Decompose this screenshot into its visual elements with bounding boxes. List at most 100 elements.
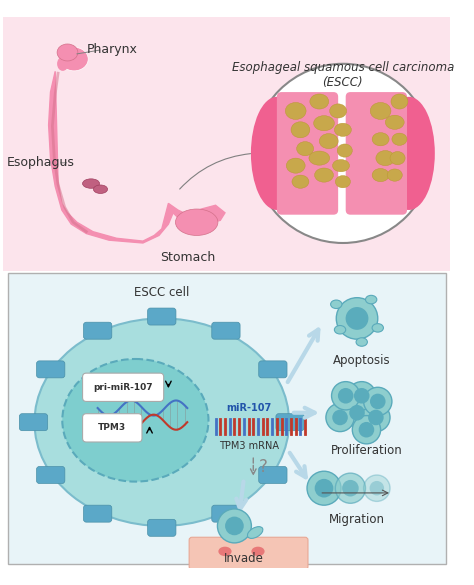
Circle shape — [218, 509, 251, 543]
FancyBboxPatch shape — [346, 92, 407, 215]
Text: Esophageal squamous cell carcinoma
(ESCC): Esophageal squamous cell carcinoma (ESCC… — [232, 61, 454, 89]
Circle shape — [354, 388, 370, 404]
Circle shape — [352, 415, 381, 444]
Circle shape — [315, 479, 333, 497]
Circle shape — [326, 403, 354, 432]
Ellipse shape — [387, 169, 402, 181]
Ellipse shape — [60, 47, 88, 71]
FancyBboxPatch shape — [212, 505, 240, 522]
Circle shape — [336, 298, 378, 339]
FancyBboxPatch shape — [147, 308, 176, 325]
Polygon shape — [49, 71, 225, 243]
Circle shape — [349, 405, 365, 421]
FancyBboxPatch shape — [3, 16, 450, 271]
Ellipse shape — [390, 152, 405, 165]
Text: Apoptosis: Apoptosis — [333, 355, 391, 367]
Text: pri-miR-107: pri-miR-107 — [93, 383, 153, 392]
Ellipse shape — [334, 325, 346, 334]
FancyBboxPatch shape — [19, 414, 48, 431]
Ellipse shape — [391, 94, 408, 109]
Text: Migration: Migration — [329, 513, 385, 526]
Circle shape — [338, 388, 354, 404]
FancyBboxPatch shape — [212, 322, 240, 339]
Ellipse shape — [383, 97, 435, 210]
Text: Pharynx: Pharynx — [86, 43, 137, 56]
Ellipse shape — [365, 295, 377, 304]
Ellipse shape — [286, 158, 305, 173]
Ellipse shape — [297, 142, 314, 156]
Ellipse shape — [372, 324, 383, 332]
Ellipse shape — [57, 57, 68, 71]
Circle shape — [364, 387, 392, 415]
FancyBboxPatch shape — [83, 505, 112, 522]
Text: Invade: Invade — [224, 552, 264, 566]
Ellipse shape — [251, 97, 303, 210]
Circle shape — [342, 480, 359, 497]
Text: ?: ? — [258, 459, 267, 476]
Ellipse shape — [175, 209, 218, 235]
FancyBboxPatch shape — [276, 414, 304, 431]
Ellipse shape — [329, 104, 346, 118]
FancyBboxPatch shape — [277, 92, 338, 215]
Ellipse shape — [314, 116, 334, 131]
Ellipse shape — [337, 144, 352, 157]
Circle shape — [307, 472, 341, 505]
FancyBboxPatch shape — [36, 466, 65, 483]
Text: Proliferation: Proliferation — [330, 444, 402, 457]
Circle shape — [370, 394, 385, 410]
FancyBboxPatch shape — [8, 273, 446, 564]
Ellipse shape — [376, 150, 395, 166]
Ellipse shape — [335, 176, 350, 188]
Ellipse shape — [330, 300, 342, 308]
Ellipse shape — [35, 318, 289, 526]
Text: Esophagus: Esophagus — [7, 156, 75, 169]
Ellipse shape — [253, 64, 432, 243]
Circle shape — [332, 410, 348, 425]
Ellipse shape — [292, 175, 309, 188]
Circle shape — [368, 410, 383, 425]
Ellipse shape — [57, 44, 78, 61]
Ellipse shape — [251, 546, 264, 556]
FancyBboxPatch shape — [259, 466, 287, 483]
Circle shape — [364, 475, 390, 501]
Ellipse shape — [356, 338, 367, 346]
FancyBboxPatch shape — [189, 537, 308, 569]
Circle shape — [331, 381, 360, 410]
Ellipse shape — [332, 160, 349, 172]
Ellipse shape — [62, 359, 209, 481]
Ellipse shape — [82, 179, 100, 188]
Ellipse shape — [385, 115, 404, 129]
Ellipse shape — [285, 102, 306, 119]
Text: Stomach: Stomach — [160, 250, 215, 264]
Circle shape — [346, 307, 368, 330]
Text: ESCC cell: ESCC cell — [134, 285, 190, 298]
Ellipse shape — [370, 102, 391, 119]
Ellipse shape — [291, 122, 310, 138]
FancyBboxPatch shape — [82, 373, 164, 401]
FancyBboxPatch shape — [147, 519, 176, 536]
FancyBboxPatch shape — [259, 361, 287, 378]
Ellipse shape — [372, 133, 389, 146]
Ellipse shape — [310, 94, 329, 109]
Ellipse shape — [93, 185, 108, 194]
Ellipse shape — [219, 546, 232, 556]
Circle shape — [370, 481, 384, 495]
Circle shape — [362, 403, 390, 432]
FancyBboxPatch shape — [83, 322, 112, 339]
FancyBboxPatch shape — [82, 414, 142, 442]
Ellipse shape — [372, 168, 389, 182]
Circle shape — [347, 381, 376, 410]
Text: TPM3: TPM3 — [98, 424, 126, 432]
Ellipse shape — [247, 526, 263, 538]
FancyBboxPatch shape — [36, 361, 65, 378]
Text: miR-107: miR-107 — [226, 403, 271, 413]
Ellipse shape — [315, 168, 333, 182]
Circle shape — [343, 398, 371, 427]
Circle shape — [225, 517, 244, 535]
Circle shape — [359, 422, 374, 438]
Ellipse shape — [334, 123, 351, 136]
Ellipse shape — [319, 133, 338, 149]
Ellipse shape — [309, 151, 329, 165]
Text: TPM3 mRNA: TPM3 mRNA — [219, 441, 279, 451]
Ellipse shape — [392, 133, 407, 145]
